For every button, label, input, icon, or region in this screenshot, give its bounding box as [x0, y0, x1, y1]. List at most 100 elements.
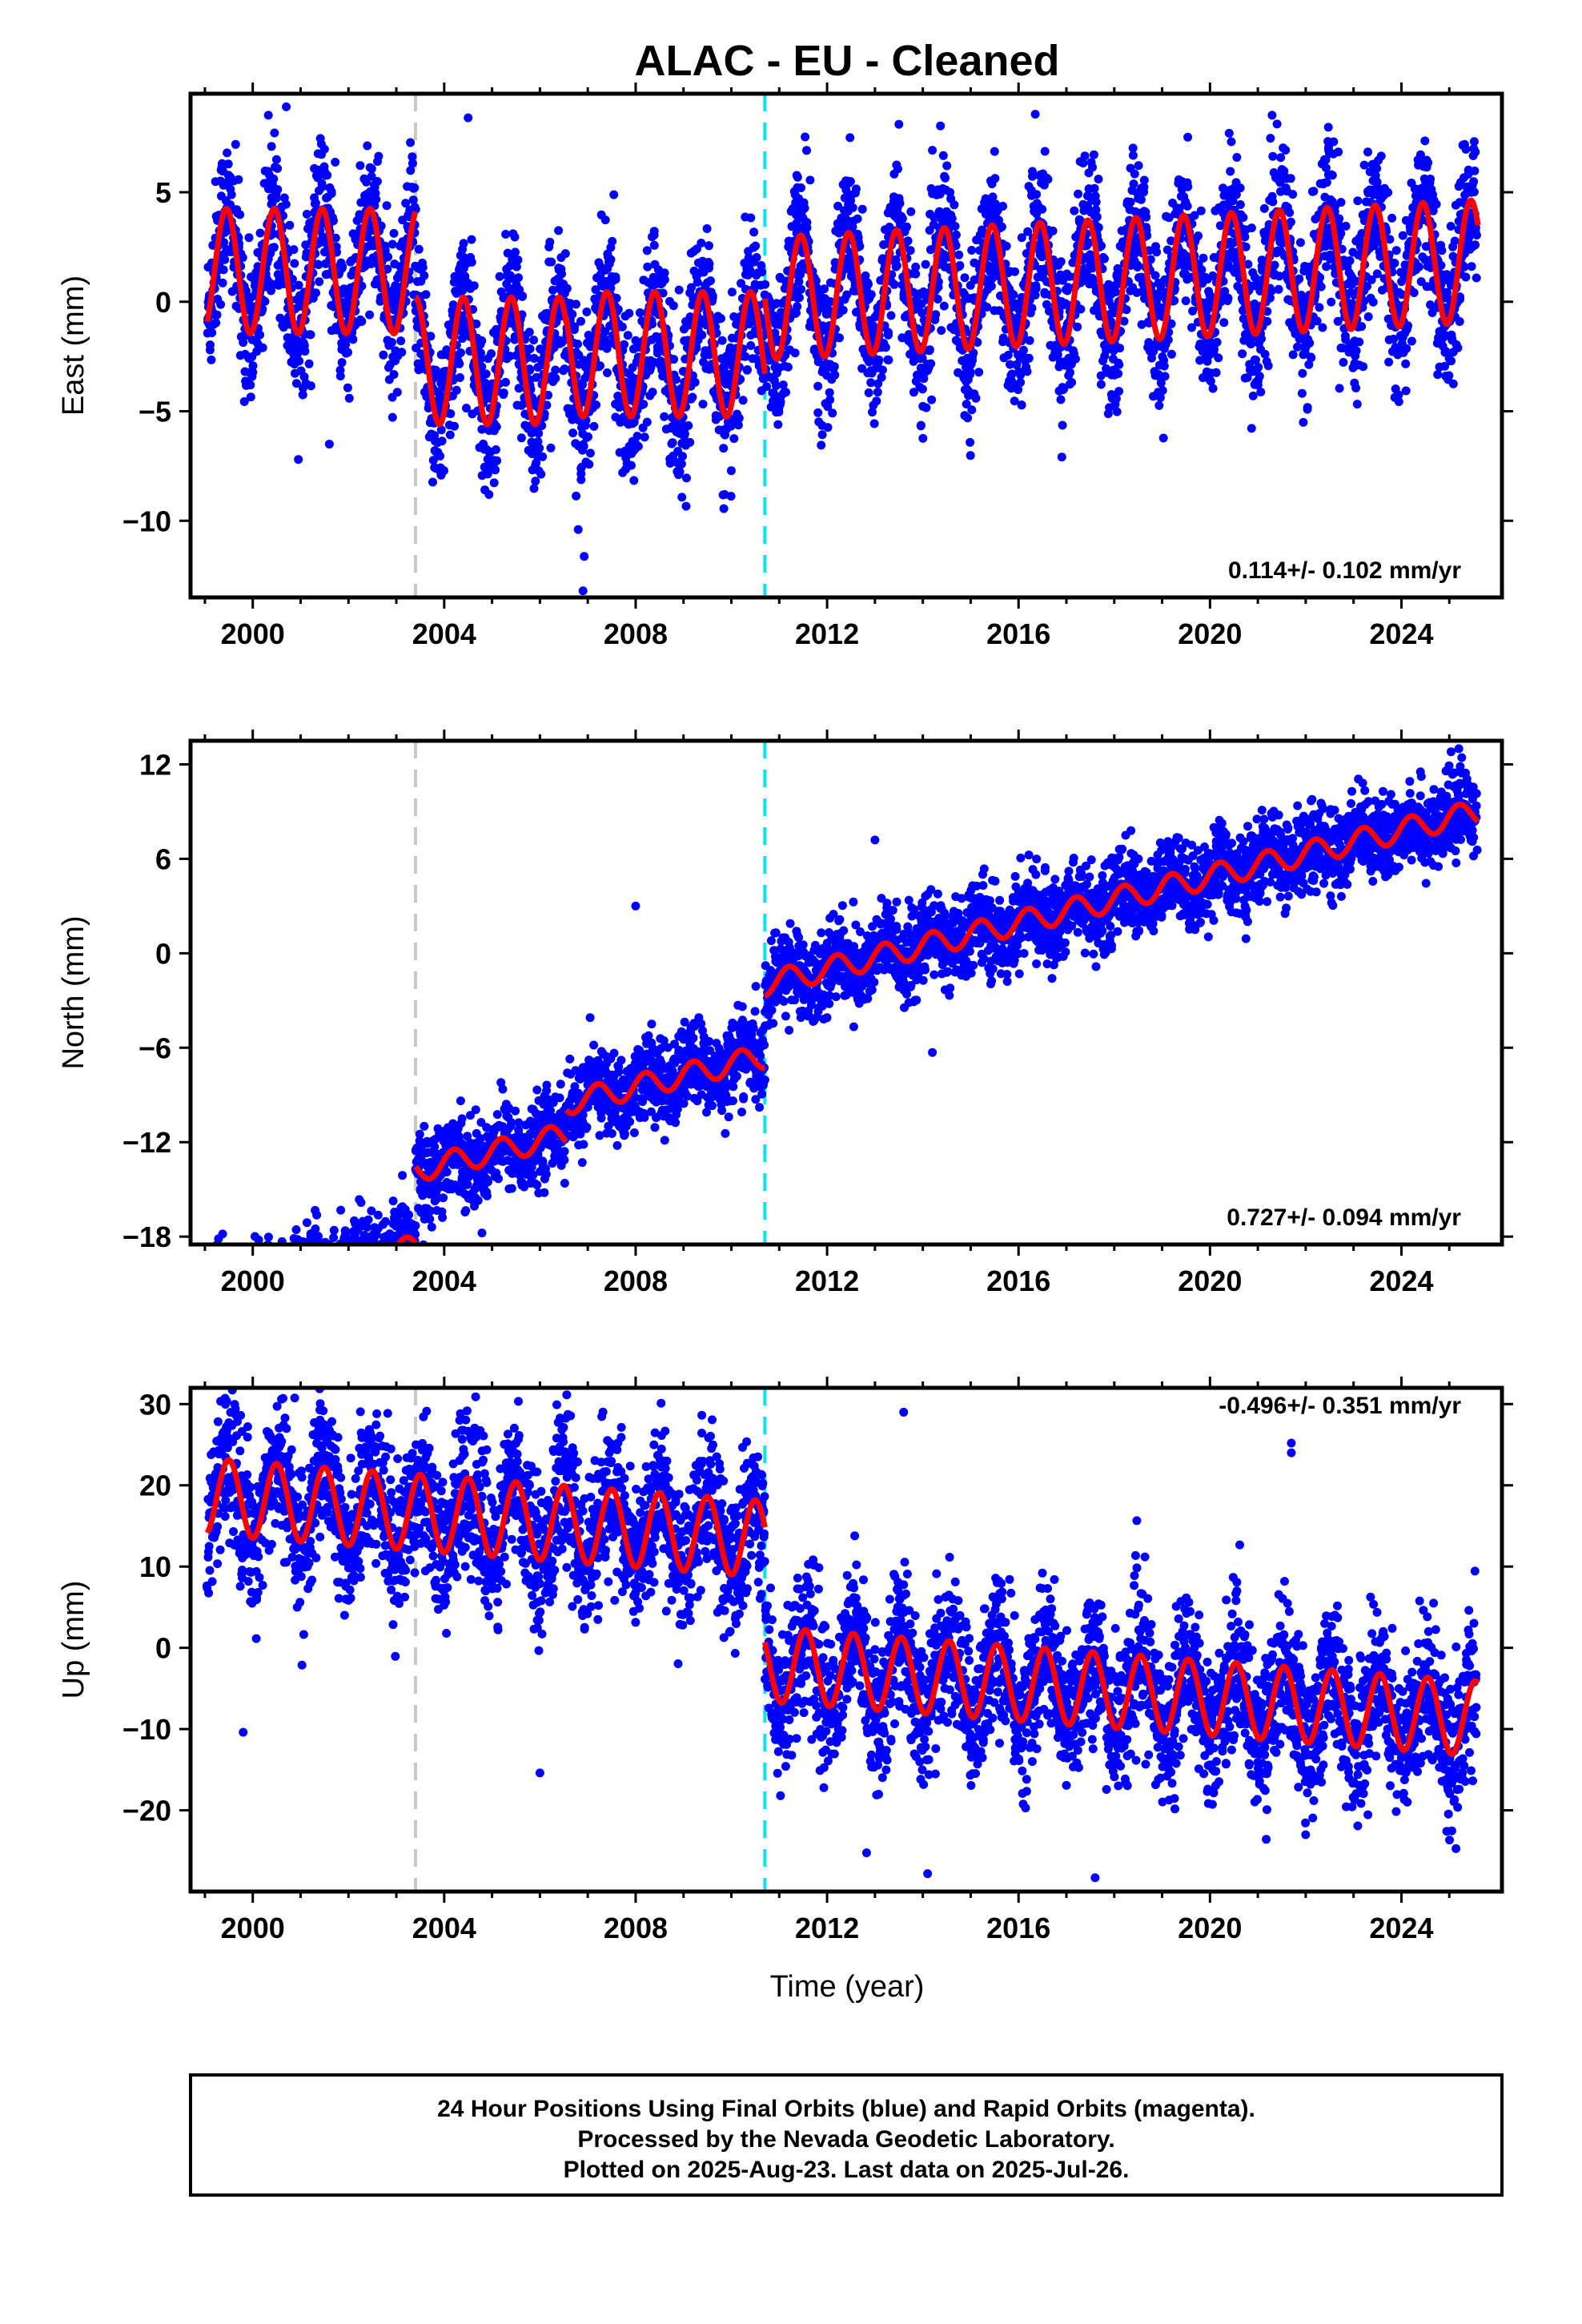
- east-point: [855, 242, 865, 251]
- east-point: [1133, 263, 1142, 271]
- east-point: [348, 335, 358, 344]
- east-y-tick-label: −5: [139, 396, 171, 428]
- east-point: [1090, 183, 1099, 193]
- east-point: [893, 164, 902, 174]
- east-point: [967, 405, 977, 415]
- east-point: [487, 349, 496, 359]
- east-point: [258, 343, 267, 352]
- east-point: [797, 284, 806, 294]
- east-point: [962, 400, 971, 409]
- east-point: [845, 177, 855, 187]
- east-point: [916, 421, 926, 431]
- east-point: [802, 218, 812, 227]
- east-point: [477, 362, 487, 372]
- east-point: [823, 423, 833, 432]
- east-point: [285, 220, 295, 230]
- east-x-tick-label: 2008: [604, 617, 668, 650]
- east-point: [207, 355, 216, 364]
- east-point: [1461, 144, 1471, 154]
- east-point: [428, 456, 438, 465]
- east-point: [572, 491, 581, 501]
- east-point: [1214, 353, 1223, 363]
- east-x-tick-label: 2016: [986, 617, 1050, 650]
- east-point: [828, 408, 837, 418]
- east-point: [1357, 322, 1367, 332]
- east-point: [452, 385, 461, 395]
- east-point: [921, 403, 931, 412]
- east-point: [660, 268, 669, 278]
- east-point: [1080, 151, 1090, 161]
- east-point: [842, 290, 852, 300]
- east-point: [216, 300, 226, 309]
- east-point: [568, 309, 577, 319]
- east-point: [1058, 420, 1067, 430]
- east-point: [600, 215, 610, 225]
- east-point: [339, 284, 349, 294]
- east-point: [584, 432, 592, 441]
- east-point: [1335, 384, 1344, 393]
- east-point: [669, 301, 678, 311]
- east-point: [383, 264, 392, 274]
- east-point: [1057, 452, 1066, 462]
- east-point: [492, 456, 502, 465]
- east-point: [1453, 343, 1463, 352]
- east-point: [1150, 271, 1160, 280]
- east-point: [648, 320, 657, 329]
- east-point: [328, 216, 338, 226]
- east-point: [532, 372, 541, 382]
- east-point: [263, 111, 273, 120]
- east-point: [255, 228, 265, 238]
- east-point: [805, 175, 815, 185]
- east-point: [1224, 128, 1234, 138]
- east-point: [1038, 204, 1047, 214]
- east-point: [687, 283, 696, 292]
- east-point: [531, 476, 540, 486]
- east-point: [678, 452, 687, 461]
- east-point: [396, 336, 406, 346]
- east-point: [1268, 151, 1278, 161]
- east-point: [260, 296, 270, 306]
- east-point: [1401, 359, 1411, 368]
- east-point: [823, 402, 833, 412]
- east-point: [387, 239, 397, 249]
- east-point: [327, 187, 336, 196]
- east-point: [293, 348, 303, 358]
- east-point: [362, 177, 371, 187]
- east-point: [1403, 321, 1412, 331]
- east-point: [300, 347, 310, 356]
- east-point: [603, 368, 612, 377]
- east-point: [281, 199, 291, 209]
- east-point: [1030, 291, 1040, 300]
- east-point: [1274, 284, 1283, 294]
- east-point: [669, 355, 679, 364]
- east-point: [1114, 369, 1123, 379]
- east-point: [1010, 396, 1019, 406]
- east-point: [410, 183, 420, 192]
- east-point: [1128, 151, 1138, 160]
- east-point: [246, 392, 255, 402]
- east-point: [727, 287, 737, 297]
- east-point: [456, 348, 465, 357]
- east-point: [408, 195, 418, 205]
- east-point: [367, 164, 376, 174]
- east-point: [705, 259, 714, 268]
- east-point: [1256, 388, 1266, 396]
- east-point: [1295, 274, 1304, 283]
- east-point: [762, 382, 772, 392]
- east-point: [363, 141, 372, 151]
- east-point: [247, 292, 256, 302]
- east-point: [1235, 200, 1245, 209]
- east-point: [951, 241, 961, 251]
- east-point: [1002, 241, 1011, 251]
- east-point: [477, 336, 487, 345]
- east-point: [726, 466, 736, 476]
- east-point: [557, 269, 566, 279]
- east-point: [797, 183, 805, 192]
- east-point: [538, 452, 548, 461]
- east-point: [733, 420, 743, 430]
- east-point: [813, 408, 823, 417]
- east-point: [790, 348, 800, 358]
- east-point: [536, 469, 546, 479]
- east-point: [299, 338, 308, 348]
- east-point: [925, 346, 934, 356]
